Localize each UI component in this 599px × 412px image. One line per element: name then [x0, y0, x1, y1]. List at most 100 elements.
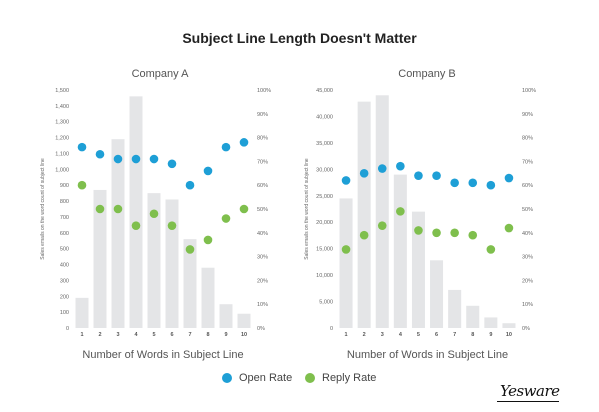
- company-b-open-rate-point: [486, 180, 496, 190]
- company-b-y2-tick-label: 70%: [522, 159, 533, 165]
- company-a-y-tick-label: 900: [60, 183, 69, 189]
- open-rate-marker-icon: [222, 373, 232, 383]
- company-a-x-tick-label: 9: [224, 332, 227, 338]
- company-a-x-tick-label: 2: [98, 332, 101, 338]
- company-b-reply-rate-point: [468, 230, 478, 240]
- company-b-y2-tick-label: 10%: [522, 302, 533, 308]
- company-a-x-tick-label: 8: [206, 332, 209, 338]
- company-b-x-axis-label: Number of Words in Subject Line: [347, 349, 508, 361]
- company-b-open-rate-point: [341, 176, 351, 185]
- company-a-y-tick-label: 400: [60, 263, 69, 269]
- company-a-y-tick-label: 200: [60, 294, 69, 300]
- company-a-y2-tick-label: 80%: [257, 136, 268, 142]
- company-a-x-tick-label: 6: [170, 332, 173, 338]
- company-b-x-tick-label: 5: [417, 332, 420, 338]
- company-a-bar: [165, 199, 179, 328]
- company-a-title: Company A: [132, 68, 190, 80]
- company-a-x-tick-label: 1: [80, 332, 83, 338]
- company-b-bar: [339, 198, 353, 328]
- company-a-y2-tick-label: 10%: [257, 302, 268, 308]
- company-b-reply-rate-point: [486, 245, 496, 254]
- company-a-bar: [129, 96, 143, 328]
- company-a-x-tick-label: 10: [241, 332, 247, 338]
- company-b-bar: [466, 305, 480, 328]
- company-b-y2-tick-label: 60%: [522, 183, 533, 189]
- company-b-reply-rate-point: [341, 245, 351, 254]
- company-a-y2-tick-label: 30%: [257, 255, 268, 261]
- company-a-y2-tick-label: 90%: [257, 112, 268, 118]
- company-a-y-tick-label: 1,000: [55, 167, 69, 173]
- company-a-y-tick-label: 1,200: [55, 136, 69, 142]
- legend-reply-label: Reply Rate: [322, 372, 377, 384]
- company-b-x-tick-label: 9: [489, 332, 492, 338]
- company-a-reply-rate-point: [239, 204, 249, 214]
- company-b-x-tick-label: 10: [506, 332, 512, 338]
- company-b-y2-tick-label: 80%: [522, 136, 533, 142]
- company-a-y-tick-label: 1,100: [55, 151, 69, 157]
- company-a-open-rate-point: [221, 142, 231, 152]
- company-a-y-tick-label: 1,400: [55, 104, 69, 110]
- company-b-x-tick-label: 8: [471, 332, 474, 338]
- company-b-reply-rate-point: [396, 207, 405, 216]
- company-b-y-tick-label: 25,000: [316, 194, 333, 200]
- company-b-bar: [411, 211, 425, 328]
- company-b-x-tick-label: 3: [381, 332, 384, 338]
- company-a-reply-rate-point: [221, 214, 231, 223]
- company-b-x-tick-label: 7: [453, 332, 456, 338]
- company-b-bar: [393, 174, 407, 328]
- company-a-reply-rate-point: [131, 221, 141, 230]
- company-a-y-tick-label: 300: [60, 278, 69, 284]
- legend: Open Rate Reply Rate: [0, 372, 599, 392]
- company-a-y-tick-label: 1,500: [55, 88, 69, 94]
- company-b-open-rate-point: [359, 169, 369, 178]
- company-a-bar: [111, 139, 125, 328]
- company-a-reply-rate-point: [149, 209, 159, 219]
- company-a-x-axis-label: Number of Words in Subject Line: [82, 349, 243, 361]
- company-b-reply-rate-point: [432, 228, 441, 238]
- logo-underline: [497, 401, 559, 402]
- company-a-open-rate-point: [167, 159, 177, 169]
- company-b-bar: [430, 260, 444, 328]
- company-b-title: Company B: [398, 68, 455, 80]
- company-a-y2-tick-label: 60%: [257, 183, 268, 189]
- company-b-bar: [484, 317, 498, 328]
- company-a-open-rate-point: [131, 154, 141, 164]
- company-a-y2-tick-label: 0%: [257, 326, 265, 332]
- company-b-reply-rate-point: [504, 223, 514, 233]
- company-a-x-tick-label: 4: [134, 332, 138, 338]
- company-a-open-rate-point: [113, 154, 123, 164]
- company-a-y-tick-label: 1,300: [55, 120, 69, 126]
- company-b-bar: [357, 101, 371, 328]
- company-a-x-tick-label: 3: [116, 332, 119, 338]
- company-b-y-tick-label: 35,000: [316, 141, 333, 147]
- company-b-reply-rate-point: [414, 226, 423, 235]
- company-a-bar: [201, 267, 215, 328]
- company-b-y-tick-label: 10,000: [316, 273, 333, 279]
- company-a-reply-rate-point: [167, 221, 177, 230]
- company-a-y2-tick-label: 100%: [257, 88, 271, 94]
- company-b-bar: [502, 323, 516, 328]
- company-a-y2-tick-label: 70%: [257, 159, 268, 165]
- company-b-y2-tick-label: 50%: [522, 207, 533, 213]
- company-a-y-tick-label: 0: [66, 326, 69, 332]
- company-a-open-rate-point: [149, 154, 159, 164]
- company-b-y2-tick-label: 0%: [522, 326, 530, 332]
- company-a-bar: [93, 189, 107, 328]
- company-b-reply-rate-point: [377, 221, 387, 230]
- company-b-y-axis-label: Sales emails on the word count of subjec…: [304, 158, 310, 260]
- company-a-open-rate-point: [185, 180, 195, 190]
- company-a-reply-rate-point: [185, 245, 195, 254]
- company-a-open-rate-point: [77, 142, 87, 152]
- company-b-x-tick-label: 4: [399, 332, 403, 338]
- company-a-reply-rate-point: [113, 204, 123, 214]
- company-b-open-rate-point: [504, 173, 514, 183]
- company-a-y-tick-label: 500: [60, 247, 69, 253]
- legend-reply-rate: Reply Rate: [305, 372, 376, 384]
- reply-rate-marker-icon: [305, 373, 315, 383]
- company-a-bar: [147, 193, 161, 328]
- company-a-open-rate-point: [239, 138, 249, 147]
- company-a-bar: [183, 239, 197, 328]
- company-a-y-tick-label: 100: [60, 310, 69, 316]
- company-b-y-tick-label: 45,000: [316, 88, 333, 94]
